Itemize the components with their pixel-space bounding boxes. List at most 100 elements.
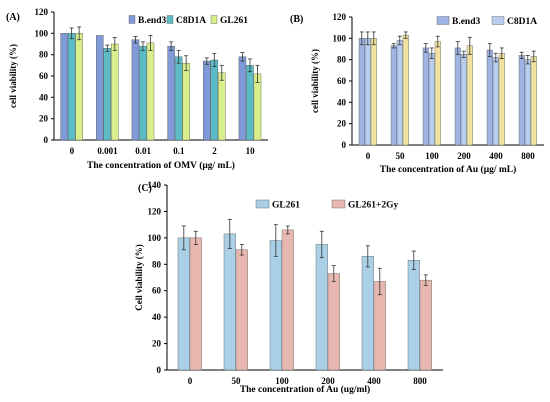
bar <box>530 56 537 146</box>
bar <box>223 233 236 371</box>
x-tick-label: 0 <box>70 146 75 156</box>
bar <box>203 60 211 141</box>
legend: GL261 GL261+2Gy <box>255 199 399 211</box>
y-tick-label: 20 <box>337 119 347 129</box>
y-tick-label: 20 <box>152 339 162 349</box>
y-tick-label: 100 <box>333 33 347 43</box>
x-tick-label: 100 <box>425 151 439 161</box>
x-tick-label: 0 <box>188 376 193 386</box>
bar <box>146 42 155 141</box>
y-tick-label: 40 <box>337 97 347 107</box>
bar <box>428 53 435 146</box>
x-axis-label: The concentration of OMV (μg/ mL) <box>87 160 235 171</box>
x-tick-label: 800 <box>521 151 535 161</box>
x-axis-label: The concentration of Au (μg/ mL) <box>380 164 517 175</box>
bar <box>177 237 190 371</box>
bar <box>269 240 282 371</box>
bar <box>189 237 202 371</box>
y-tick-label: 0 <box>157 365 162 375</box>
bar <box>131 39 140 141</box>
y-tick-label: 60 <box>152 286 162 296</box>
y-tick-label: 20 <box>39 114 49 124</box>
bar <box>454 47 461 146</box>
panel-label: (B) <box>290 14 303 25</box>
bar <box>67 33 76 141</box>
bar <box>139 45 147 141</box>
bar <box>486 49 493 146</box>
x-tick-label: 50 <box>232 376 242 386</box>
x-tick-label: 100 <box>275 376 289 386</box>
bar <box>358 38 365 146</box>
bar <box>327 273 340 371</box>
bar <box>238 56 247 141</box>
y-axis-label: Cell viability (%) <box>134 244 144 311</box>
chart-panel-c: (C) 0 20 40 60 80 100 120 140 0 50 100 200 400 800 The … <box>134 180 443 395</box>
y-axis-label: cell viability (%) <box>8 44 18 108</box>
legend: B.end3 C8D1A GL261 <box>128 15 248 26</box>
x-tick-label: 50 <box>396 151 406 161</box>
chart-panel-b: (B) 0 20 40 60 80 100 120 0 50 100 200 400 800 The con… <box>290 12 544 175</box>
x-axis-label: The concentration of Au (ug/ml) <box>240 384 370 395</box>
bar <box>210 59 219 141</box>
y-tick-label: 100 <box>148 233 162 243</box>
panel-label: (A) <box>6 12 20 23</box>
x-tick-label: 800 <box>413 376 427 386</box>
bar <box>498 53 505 146</box>
bar <box>466 45 473 146</box>
bar <box>246 65 254 141</box>
y-tick-label: 120 <box>35 7 49 17</box>
y-tick-label: 0 <box>44 135 49 145</box>
x-tick-label: 0.1 <box>173 146 185 156</box>
legend-label: C8D1A <box>176 16 206 26</box>
bar <box>75 33 83 141</box>
legend-label: B.end3 <box>452 17 480 27</box>
chart-panel-a: (A) 0 20 40 60 80 100 120 0 0.001 0.01 0.1 2 10 The co… <box>6 7 268 171</box>
legend-label: B.end3 <box>138 16 166 26</box>
y-axis-label: cell viability (%) <box>310 49 320 113</box>
bar <box>370 38 377 146</box>
legend-swatch <box>210 15 218 24</box>
y-tick-label: 40 <box>39 92 49 102</box>
x-tick-label: 400 <box>367 376 381 386</box>
bar <box>60 33 68 141</box>
legend-swatch <box>255 199 270 209</box>
legend-label: GL261 <box>272 201 300 211</box>
bar <box>235 249 248 371</box>
bar <box>253 73 262 141</box>
legend-label: GL261+2Gy <box>348 201 399 211</box>
bar <box>422 47 429 146</box>
bar <box>281 229 294 371</box>
legend-swatch <box>436 16 450 25</box>
x-tick-label: 200 <box>321 376 335 386</box>
x-tick-label: 0.01 <box>135 146 151 156</box>
y-tick-label: 120 <box>148 206 162 216</box>
y-tick-label: 120 <box>333 12 347 22</box>
y-tick-label: 140 <box>148 180 162 190</box>
bar <box>402 34 409 146</box>
bar <box>103 48 112 141</box>
bar <box>460 54 467 146</box>
y-tick-label: 100 <box>35 28 49 38</box>
bar <box>218 72 226 141</box>
bar <box>524 59 531 146</box>
legend-swatch <box>331 199 346 209</box>
x-tick-label: 2 <box>212 146 217 156</box>
legend: B.end3 C8D1A <box>436 16 537 27</box>
bar <box>315 244 328 371</box>
y-tick-label: 40 <box>152 312 162 322</box>
panel-label: (C) <box>138 183 152 194</box>
y-tick-label: 80 <box>337 55 347 65</box>
bar <box>364 38 371 146</box>
y-tick-label: 0 <box>342 140 347 150</box>
legend-swatch <box>128 15 136 24</box>
bar <box>361 256 374 371</box>
bar <box>182 63 190 141</box>
bar <box>111 43 119 141</box>
y-tick-label: 60 <box>337 76 347 86</box>
legend-label: GL261 <box>220 16 248 26</box>
legend-swatch <box>166 15 174 24</box>
x-tick-label: 400 <box>489 151 503 161</box>
x-tick-label: 0.001 <box>97 146 118 156</box>
bar <box>167 45 175 141</box>
